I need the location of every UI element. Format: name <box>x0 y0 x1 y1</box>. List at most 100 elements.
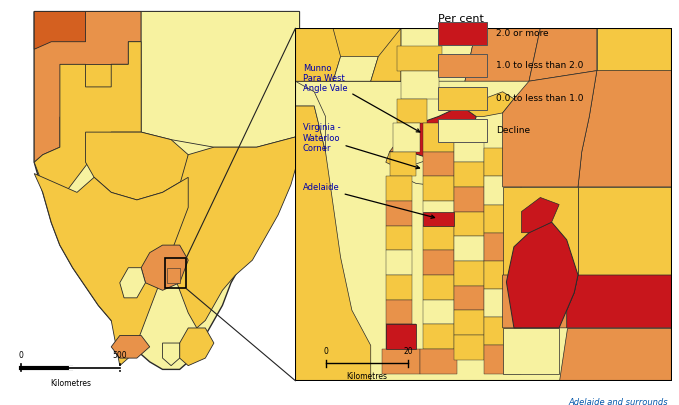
Text: Adelaide and surrounds: Adelaide and surrounds <box>569 399 668 405</box>
Text: Decline: Decline <box>496 126 530 135</box>
Polygon shape <box>386 324 416 349</box>
Text: 20: 20 <box>403 347 414 356</box>
Polygon shape <box>141 245 188 290</box>
Bar <box>483 176 521 205</box>
Text: Kilometres: Kilometres <box>346 372 388 381</box>
Polygon shape <box>295 28 341 81</box>
Polygon shape <box>34 42 141 200</box>
Bar <box>483 205 521 233</box>
Polygon shape <box>34 12 86 49</box>
Polygon shape <box>597 28 672 70</box>
Bar <box>454 310 483 335</box>
Text: 500: 500 <box>113 351 127 360</box>
Bar <box>483 148 521 176</box>
Bar <box>424 226 454 250</box>
Bar <box>424 124 454 151</box>
Polygon shape <box>34 12 141 162</box>
Polygon shape <box>502 275 578 328</box>
Polygon shape <box>401 141 476 187</box>
Polygon shape <box>167 268 180 283</box>
Text: Virginia -
Waterloo
Corner: Virginia - Waterloo Corner <box>303 124 420 169</box>
Text: Adelaide: Adelaide <box>303 183 435 218</box>
Bar <box>386 250 412 275</box>
Polygon shape <box>386 151 409 169</box>
Bar <box>454 236 483 261</box>
Polygon shape <box>60 64 141 117</box>
Polygon shape <box>34 173 188 366</box>
Polygon shape <box>34 12 321 369</box>
Bar <box>386 300 412 324</box>
Bar <box>483 261 521 289</box>
Polygon shape <box>295 28 401 81</box>
Polygon shape <box>401 106 476 159</box>
Polygon shape <box>578 70 672 187</box>
Polygon shape <box>502 70 597 187</box>
Bar <box>454 162 483 187</box>
Polygon shape <box>180 328 214 366</box>
Polygon shape <box>567 275 672 328</box>
Bar <box>454 187 483 211</box>
Text: Per cent: Per cent <box>439 14 484 24</box>
Polygon shape <box>521 198 559 233</box>
Polygon shape <box>502 328 559 374</box>
Text: Kilometres: Kilometres <box>50 379 91 388</box>
Bar <box>439 22 487 45</box>
Bar <box>483 289 521 317</box>
Bar <box>386 275 412 300</box>
Bar <box>386 201 412 226</box>
Bar <box>420 349 458 374</box>
Polygon shape <box>120 268 145 298</box>
Bar <box>397 46 442 70</box>
Polygon shape <box>507 222 578 328</box>
Bar <box>390 151 416 176</box>
Polygon shape <box>461 92 514 117</box>
Bar <box>454 211 483 236</box>
Polygon shape <box>295 106 371 381</box>
Bar <box>454 134 483 162</box>
Text: 1.0 to less than 2.0: 1.0 to less than 2.0 <box>496 61 584 70</box>
Bar <box>424 201 454 226</box>
Polygon shape <box>578 187 672 275</box>
Polygon shape <box>86 132 188 200</box>
Bar <box>424 151 454 176</box>
Polygon shape <box>371 28 401 81</box>
Bar <box>454 286 483 310</box>
Bar <box>397 99 427 124</box>
Bar <box>401 70 439 99</box>
Bar <box>454 261 483 286</box>
Polygon shape <box>141 12 321 147</box>
Bar <box>386 176 412 201</box>
Polygon shape <box>390 127 409 151</box>
Bar <box>424 250 454 275</box>
Polygon shape <box>295 81 325 151</box>
Bar <box>382 349 420 374</box>
Bar <box>424 300 454 324</box>
Bar <box>386 226 412 250</box>
Bar <box>424 176 454 201</box>
Polygon shape <box>424 211 454 226</box>
Bar <box>483 317 521 345</box>
Text: Munno
Para West
Angle Vale: Munno Para West Angle Vale <box>303 64 420 132</box>
Bar <box>424 275 454 300</box>
Bar <box>439 54 487 77</box>
Polygon shape <box>333 57 378 81</box>
Bar <box>483 345 521 374</box>
Text: 0: 0 <box>323 347 328 356</box>
Polygon shape <box>111 335 149 358</box>
Polygon shape <box>529 28 597 81</box>
Polygon shape <box>162 343 180 366</box>
Polygon shape <box>401 28 476 81</box>
Text: 0.0 to less than 1.0: 0.0 to less than 1.0 <box>496 94 584 102</box>
Bar <box>165 258 186 288</box>
Text: 0: 0 <box>19 351 24 360</box>
Text: 2.0 or more: 2.0 or more <box>496 29 549 38</box>
Bar <box>386 324 416 349</box>
Bar <box>483 233 521 261</box>
Bar <box>439 119 487 142</box>
Bar <box>454 335 483 360</box>
Polygon shape <box>559 328 672 381</box>
Bar <box>424 324 454 349</box>
Bar <box>439 87 487 110</box>
Bar <box>393 124 420 151</box>
Polygon shape <box>502 187 578 275</box>
